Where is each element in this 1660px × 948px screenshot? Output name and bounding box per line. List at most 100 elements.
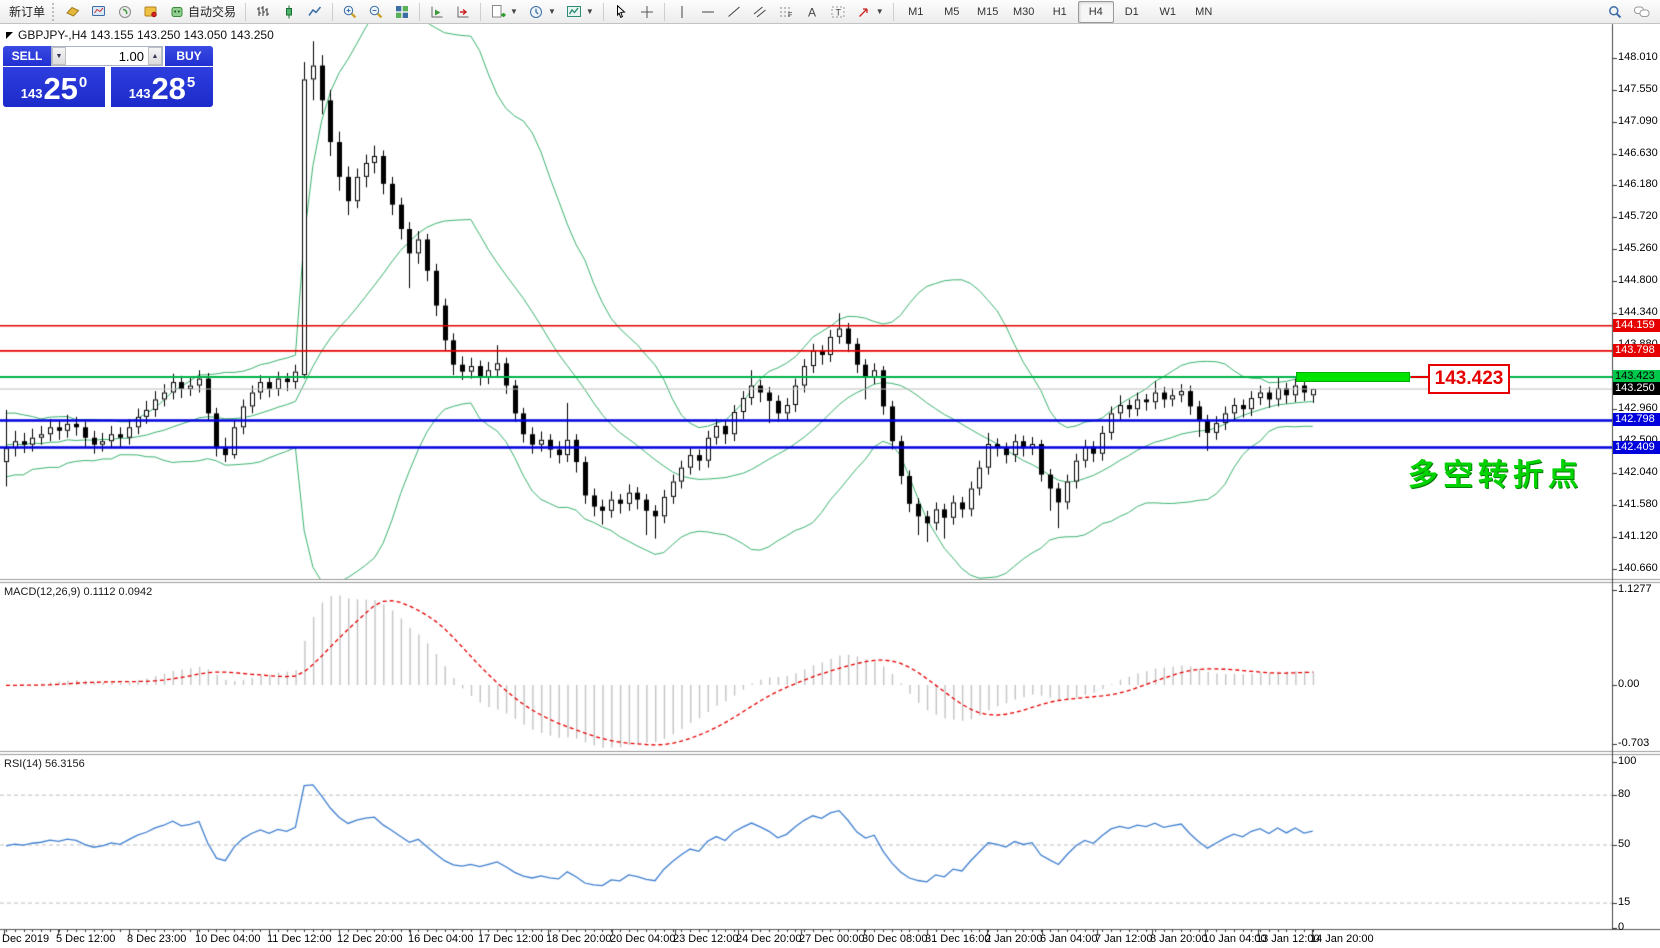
price-callout-box[interactable]: 143.423 (1428, 364, 1510, 394)
zoom-in-button[interactable] (337, 1, 363, 23)
fibonacci-tool-button[interactable]: F (773, 1, 799, 23)
toolbar-separator (892, 2, 894, 21)
market-watch-icon (92, 5, 106, 16)
new-order-label: 新订单 (9, 5, 46, 19)
tile-windows-button[interactable] (389, 1, 415, 23)
arrows-tool-button[interactable]: ▼ (851, 1, 889, 23)
new-chart-button[interactable]: ▼ (485, 1, 523, 23)
chart-shift-button[interactable] (450, 1, 476, 23)
svg-text:F: F (788, 12, 792, 19)
bar-chart-button[interactable] (250, 1, 276, 23)
search-icon (1609, 5, 1622, 18)
arrows-icon (858, 7, 868, 17)
terminal-icon (144, 6, 157, 17)
new-order-button[interactable]: 新订单 (4, 1, 50, 23)
time-label: 18 Dec 20:00 (546, 933, 612, 945)
price-tag-143.250: 143.250 (1613, 382, 1660, 396)
new-chart-icon (492, 4, 506, 17)
rsi-tick-label: 80 (1618, 788, 1631, 801)
volume-box: ▼ ▲ (51, 46, 163, 66)
time-label: 17 Dec 12:00 (478, 933, 544, 945)
channel-icon (753, 6, 766, 17)
price-tick-label: 140.660 (1618, 562, 1658, 575)
profiles-button[interactable]: ▼ (523, 1, 561, 23)
timeframe-group: M1 M5 M15 M30 H1 H4 D1 W1 MN (898, 0, 1222, 23)
caret-down-icon: ▼ (875, 7, 884, 16)
callout-dash (1411, 376, 1428, 378)
price-tag-143.798: 143.798 (1613, 343, 1660, 357)
volume-input[interactable] (66, 47, 148, 65)
toolbar-separator (245, 2, 247, 21)
crosshair-tool-button[interactable] (634, 1, 660, 23)
fibonacci-icon: F (779, 7, 792, 19)
autotrade-label: 自动交易 (188, 5, 237, 19)
sell-price-sup: 0 (78, 74, 88, 91)
timeframe-m30-button[interactable]: M30 (1013, 5, 1035, 18)
time-label: 8 Dec 23:00 (127, 933, 187, 945)
text-label-tool-button[interactable]: T (825, 1, 851, 23)
buy-price-prefix: 143 (128, 86, 151, 101)
volume-decrease-button[interactable]: ▼ (52, 47, 66, 65)
cursor-icon (616, 4, 626, 18)
horizontal-line-tool-button[interactable] (695, 1, 721, 23)
time-label: 2 Jan 20:00 (985, 933, 1043, 945)
horizontal-line-icon (701, 11, 714, 12)
rsi-label: RSI(14) 56.3156 (4, 758, 85, 770)
trendline-tool-button[interactable] (721, 1, 747, 23)
time-label: 31 Dec 16:00 (925, 933, 991, 945)
volume-increase-button[interactable]: ▲ (148, 47, 162, 65)
channel-tool-button[interactable] (747, 1, 773, 23)
sell-price-button[interactable]: 143 25 0 (3, 67, 105, 107)
cursor-tool-button[interactable] (608, 1, 634, 23)
time-label: 7 Jan 12:00 (1095, 933, 1153, 945)
candle-chart-icon (286, 5, 293, 18)
timeframe-h4-button[interactable]: H4 (1077, 0, 1114, 23)
orders-icon-button[interactable] (60, 1, 86, 23)
time-label: 6 Jan 04:00 (1040, 933, 1098, 945)
terminal-button[interactable] (138, 1, 164, 23)
timeframe-m15-button[interactable]: M15 (977, 5, 999, 18)
toolbar-separator (663, 2, 665, 21)
auto-scroll-icon (431, 6, 443, 17)
text-tool-button[interactable]: A (799, 1, 825, 23)
line-chart-button[interactable] (302, 1, 328, 23)
note-text[interactable]: 多空转折点 (1408, 459, 1583, 492)
clock-icon (529, 5, 542, 18)
price-tick-label: 145.720 (1618, 210, 1658, 223)
timeframe-d1-button[interactable]: D1 (1124, 5, 1139, 18)
chat-button[interactable] (1628, 1, 1656, 23)
sell-button[interactable]: SELL (3, 46, 51, 66)
autotrade-button[interactable]: 自动交易 (164, 1, 241, 23)
price-tick-label: 147.090 (1618, 114, 1658, 127)
line-chart-icon (308, 6, 322, 16)
candle-chart-button[interactable] (276, 1, 302, 23)
vertical-line-tool-button[interactable] (669, 1, 695, 23)
price-tag-144.159: 144.159 (1613, 318, 1660, 332)
orders-icon (66, 6, 80, 17)
timeframe-mn-button[interactable]: MN (1195, 5, 1213, 18)
buy-price-button[interactable]: 143 28 5 (111, 67, 213, 107)
timeframe-h1-button[interactable]: H1 (1052, 5, 1067, 18)
time-label: 24 Dec 20:00 (736, 933, 802, 945)
macd-tick-label: 0.00 (1618, 678, 1640, 690)
buy-button[interactable]: BUY (165, 46, 213, 66)
navigator-icon (119, 5, 132, 18)
highlight-rectangle[interactable] (1296, 372, 1410, 382)
timeframe-m1-button[interactable]: M1 (908, 5, 924, 18)
caret-down-icon: ▼ (547, 7, 556, 16)
market-watch-button[interactable] (86, 1, 112, 23)
autotrade-robot-icon (171, 6, 183, 17)
zoom-out-button[interactable] (363, 1, 389, 23)
search-button[interactable] (1602, 1, 1628, 23)
rsi-tick-label: 100 (1618, 755, 1637, 767)
indicators-button[interactable]: ▼ (561, 1, 599, 23)
toolbar-separator (419, 2, 421, 21)
toolbar-separator (480, 2, 482, 21)
tile-windows-icon (396, 5, 409, 18)
navigator-button[interactable] (112, 1, 138, 23)
timeframe-w1-button[interactable]: W1 (1159, 5, 1176, 18)
auto-scroll-button[interactable] (424, 1, 450, 23)
macd-tick-label: -0.703 (1618, 737, 1650, 750)
timeframe-m5-button[interactable]: M5 (944, 5, 960, 18)
